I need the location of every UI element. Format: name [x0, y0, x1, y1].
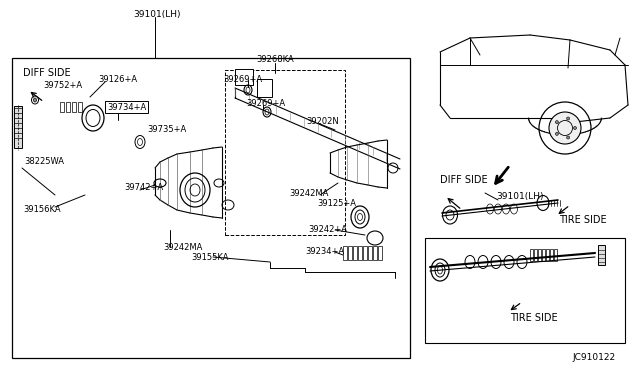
Text: TIRE SIDE: TIRE SIDE	[559, 215, 607, 225]
Text: 39156KA: 39156KA	[23, 205, 61, 215]
Text: 39735+A: 39735+A	[147, 125, 186, 135]
Text: DIFF SIDE: DIFF SIDE	[440, 175, 488, 185]
Text: 39242MA: 39242MA	[289, 189, 328, 199]
Text: 38225WA: 38225WA	[24, 157, 64, 167]
Ellipse shape	[556, 132, 559, 135]
Bar	[235, 69, 253, 85]
Bar	[257, 79, 272, 97]
Bar	[363, 246, 367, 260]
Ellipse shape	[549, 112, 581, 144]
Text: 39155KA: 39155KA	[191, 253, 228, 263]
Bar	[66, 102, 70, 112]
Text: 39101(LH): 39101(LH)	[133, 10, 180, 19]
Text: 39126+A: 39126+A	[98, 76, 137, 84]
Text: 39734+A: 39734+A	[107, 103, 147, 112]
Bar	[546, 249, 549, 261]
Bar	[538, 249, 541, 261]
Ellipse shape	[556, 121, 559, 124]
Text: 39268KA: 39268KA	[256, 55, 294, 64]
Bar	[348, 246, 352, 260]
Bar	[60, 102, 64, 112]
Text: 39742+A: 39742+A	[124, 183, 163, 192]
Text: 39269+A: 39269+A	[246, 99, 285, 108]
Bar	[12, 58, 410, 358]
Text: 39269+A: 39269+A	[223, 76, 262, 84]
Bar	[530, 249, 533, 261]
Bar	[598, 245, 605, 265]
Text: 39242MA: 39242MA	[163, 244, 202, 253]
Bar	[78, 102, 82, 112]
Bar	[550, 249, 553, 261]
Ellipse shape	[566, 136, 570, 139]
Text: 39752+A: 39752+A	[43, 81, 82, 90]
Bar	[358, 246, 362, 260]
Text: DIFF SIDE: DIFF SIDE	[23, 68, 70, 78]
Text: 39234+A: 39234+A	[305, 247, 344, 257]
Bar	[14, 106, 22, 148]
Bar	[378, 246, 382, 260]
Bar	[72, 102, 76, 112]
Text: 39101(LH): 39101(LH)	[496, 192, 543, 202]
Text: 39202N: 39202N	[306, 116, 339, 125]
Ellipse shape	[573, 126, 577, 129]
Ellipse shape	[33, 98, 36, 102]
Ellipse shape	[566, 117, 570, 120]
Bar	[225, 70, 345, 235]
Text: 39242+A: 39242+A	[308, 225, 347, 234]
Text: JC910122: JC910122	[572, 353, 615, 362]
Bar	[542, 249, 545, 261]
Bar	[368, 246, 372, 260]
Bar	[353, 246, 357, 260]
Bar	[373, 246, 377, 260]
Bar	[534, 249, 537, 261]
Text: TIRE SIDE: TIRE SIDE	[510, 313, 557, 323]
Bar	[343, 246, 347, 260]
Bar	[554, 249, 557, 261]
Text: 39125+A: 39125+A	[317, 199, 356, 208]
Bar	[425, 238, 625, 343]
